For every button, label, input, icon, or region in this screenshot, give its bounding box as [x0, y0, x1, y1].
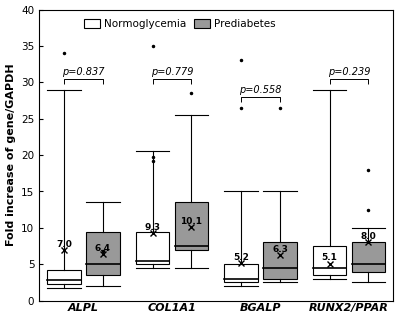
Text: 5.1: 5.1	[322, 254, 338, 263]
Bar	[263, 242, 297, 279]
Text: p=0.837: p=0.837	[62, 66, 105, 77]
Text: 5.2: 5.2	[233, 253, 249, 262]
Bar	[47, 270, 81, 284]
Text: p=0.239: p=0.239	[328, 66, 370, 77]
Text: 7.0: 7.0	[56, 240, 72, 249]
Bar	[175, 203, 208, 250]
Bar	[224, 264, 258, 282]
Bar	[313, 246, 346, 275]
Text: 10.1: 10.1	[180, 217, 202, 226]
Text: p=0.779: p=0.779	[151, 66, 193, 77]
Bar	[136, 232, 169, 264]
Text: 6.3: 6.3	[272, 245, 288, 254]
Text: 9.3: 9.3	[144, 223, 160, 232]
Bar	[352, 242, 385, 271]
Text: p=0.558: p=0.558	[239, 85, 282, 95]
Y-axis label: Fold increase of gene/GAPDH: Fold increase of gene/GAPDH	[6, 64, 16, 246]
Bar	[86, 232, 120, 275]
Text: 8.0: 8.0	[360, 232, 376, 241]
Legend: Normoglycemia, Prediabetes: Normoglycemia, Prediabetes	[80, 15, 280, 33]
Text: 6.4: 6.4	[95, 244, 111, 253]
